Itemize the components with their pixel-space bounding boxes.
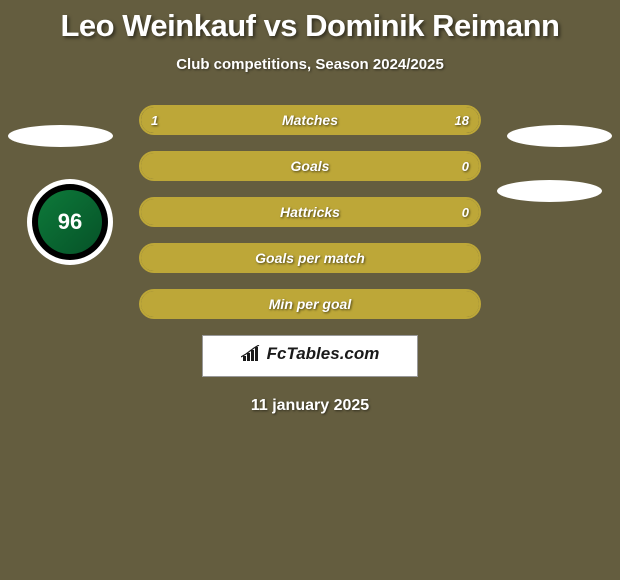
comparison-title: Leo Weinkauf vs Dominik Reimann [0, 0, 620, 44]
stat-bar: Matches1 18 [139, 105, 481, 135]
club-right-placeholder [497, 180, 602, 202]
stat-bar: Goals0 [139, 151, 481, 181]
stat-bars: Matches118Goals0Hattricks0Goals per matc… [139, 105, 481, 319]
brand-box: FcTables.com [202, 335, 418, 377]
bar-label: Matches [141, 107, 479, 133]
player-left-placeholder [8, 125, 113, 147]
club-left-logo: 96 [27, 179, 113, 265]
stat-bar: Min per goal [139, 289, 481, 319]
comparison-subtitle: Club competitions, Season 2024/2025 [0, 56, 620, 73]
bar-value-right: 0 [462, 153, 469, 179]
bar-value-right: 0 [462, 199, 469, 225]
bar-label: Min per goal [141, 291, 479, 317]
bar-label: Hattricks [141, 199, 479, 225]
bar-label: Goals [141, 153, 479, 179]
bar-value-left: 1 [151, 107, 158, 133]
date-text: 11 january 2025 [0, 397, 620, 415]
bar-label: Goals per match [141, 245, 479, 271]
stat-bar: Goals per match [139, 243, 481, 273]
player-right-placeholder [507, 125, 612, 147]
bar-value-right: 18 [455, 107, 469, 133]
brand-text: FcTables.com [267, 344, 380, 364]
stat-bar: Hattricks0 [139, 197, 481, 227]
bar-chart-icon [241, 345, 263, 363]
club-logo-text: 96 [38, 190, 102, 254]
